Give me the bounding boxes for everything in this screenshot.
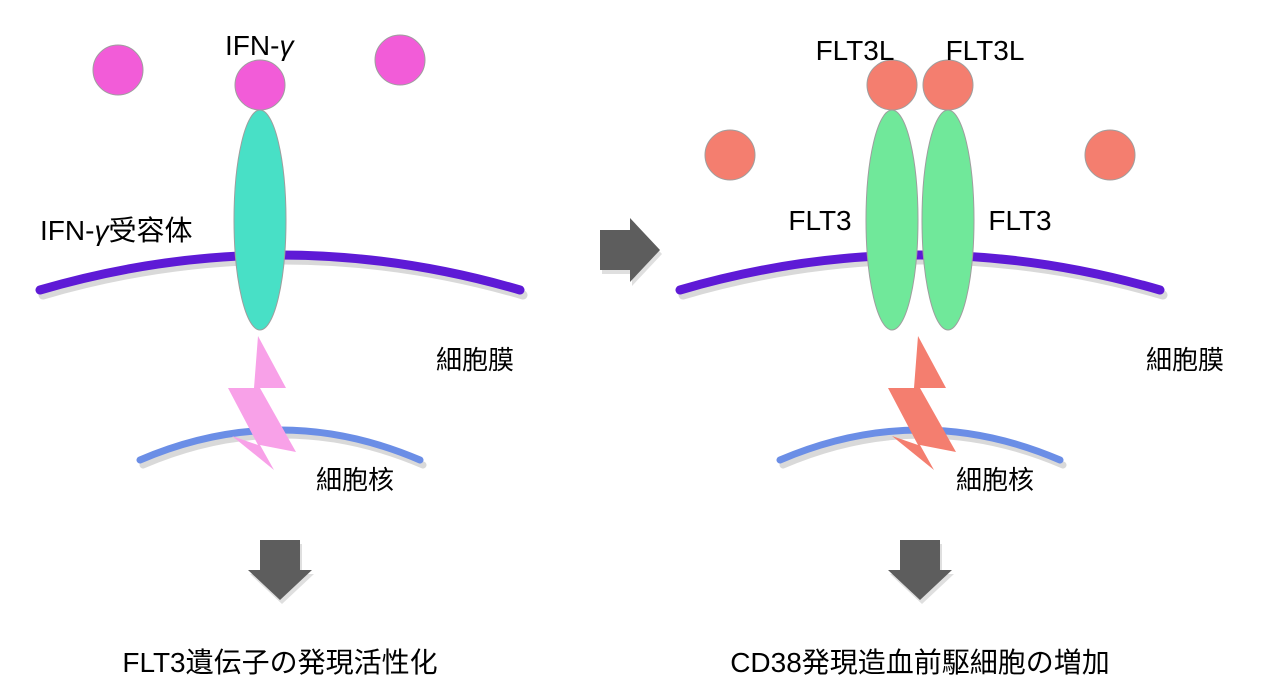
svg-text:CD38発現造血前駆細胞の増加: CD38発現造血前駆細胞の増加 <box>730 647 1110 678</box>
svg-text:FLT3遺伝子の発現活性化: FLT3遺伝子の発現活性化 <box>122 647 437 678</box>
svg-text:細胞膜: 細胞膜 <box>436 345 514 375</box>
svg-text:FLT3L: FLT3L <box>946 35 1025 66</box>
diagram-canvas: IFN-γ IFN-γ受容体細胞膜細胞核 FLT3遺伝子の発現活性化 FLT3L FLT… <box>0 0 1280 698</box>
svg-text:細胞核: 細胞核 <box>316 465 394 495</box>
svg-text:細胞核: 細胞核 <box>956 465 1034 495</box>
svg-text:FLT3L: FLT3L <box>816 35 895 66</box>
svg-text:FLT3: FLT3 <box>988 205 1051 236</box>
svg-text:IFN-γ: IFN-γ <box>225 30 295 61</box>
svg-text:細胞膜: 細胞膜 <box>1146 345 1224 375</box>
svg-text:FLT3: FLT3 <box>788 205 851 236</box>
svg-text:IFN-γ受容体: IFN-γ受容体 <box>40 215 192 246</box>
